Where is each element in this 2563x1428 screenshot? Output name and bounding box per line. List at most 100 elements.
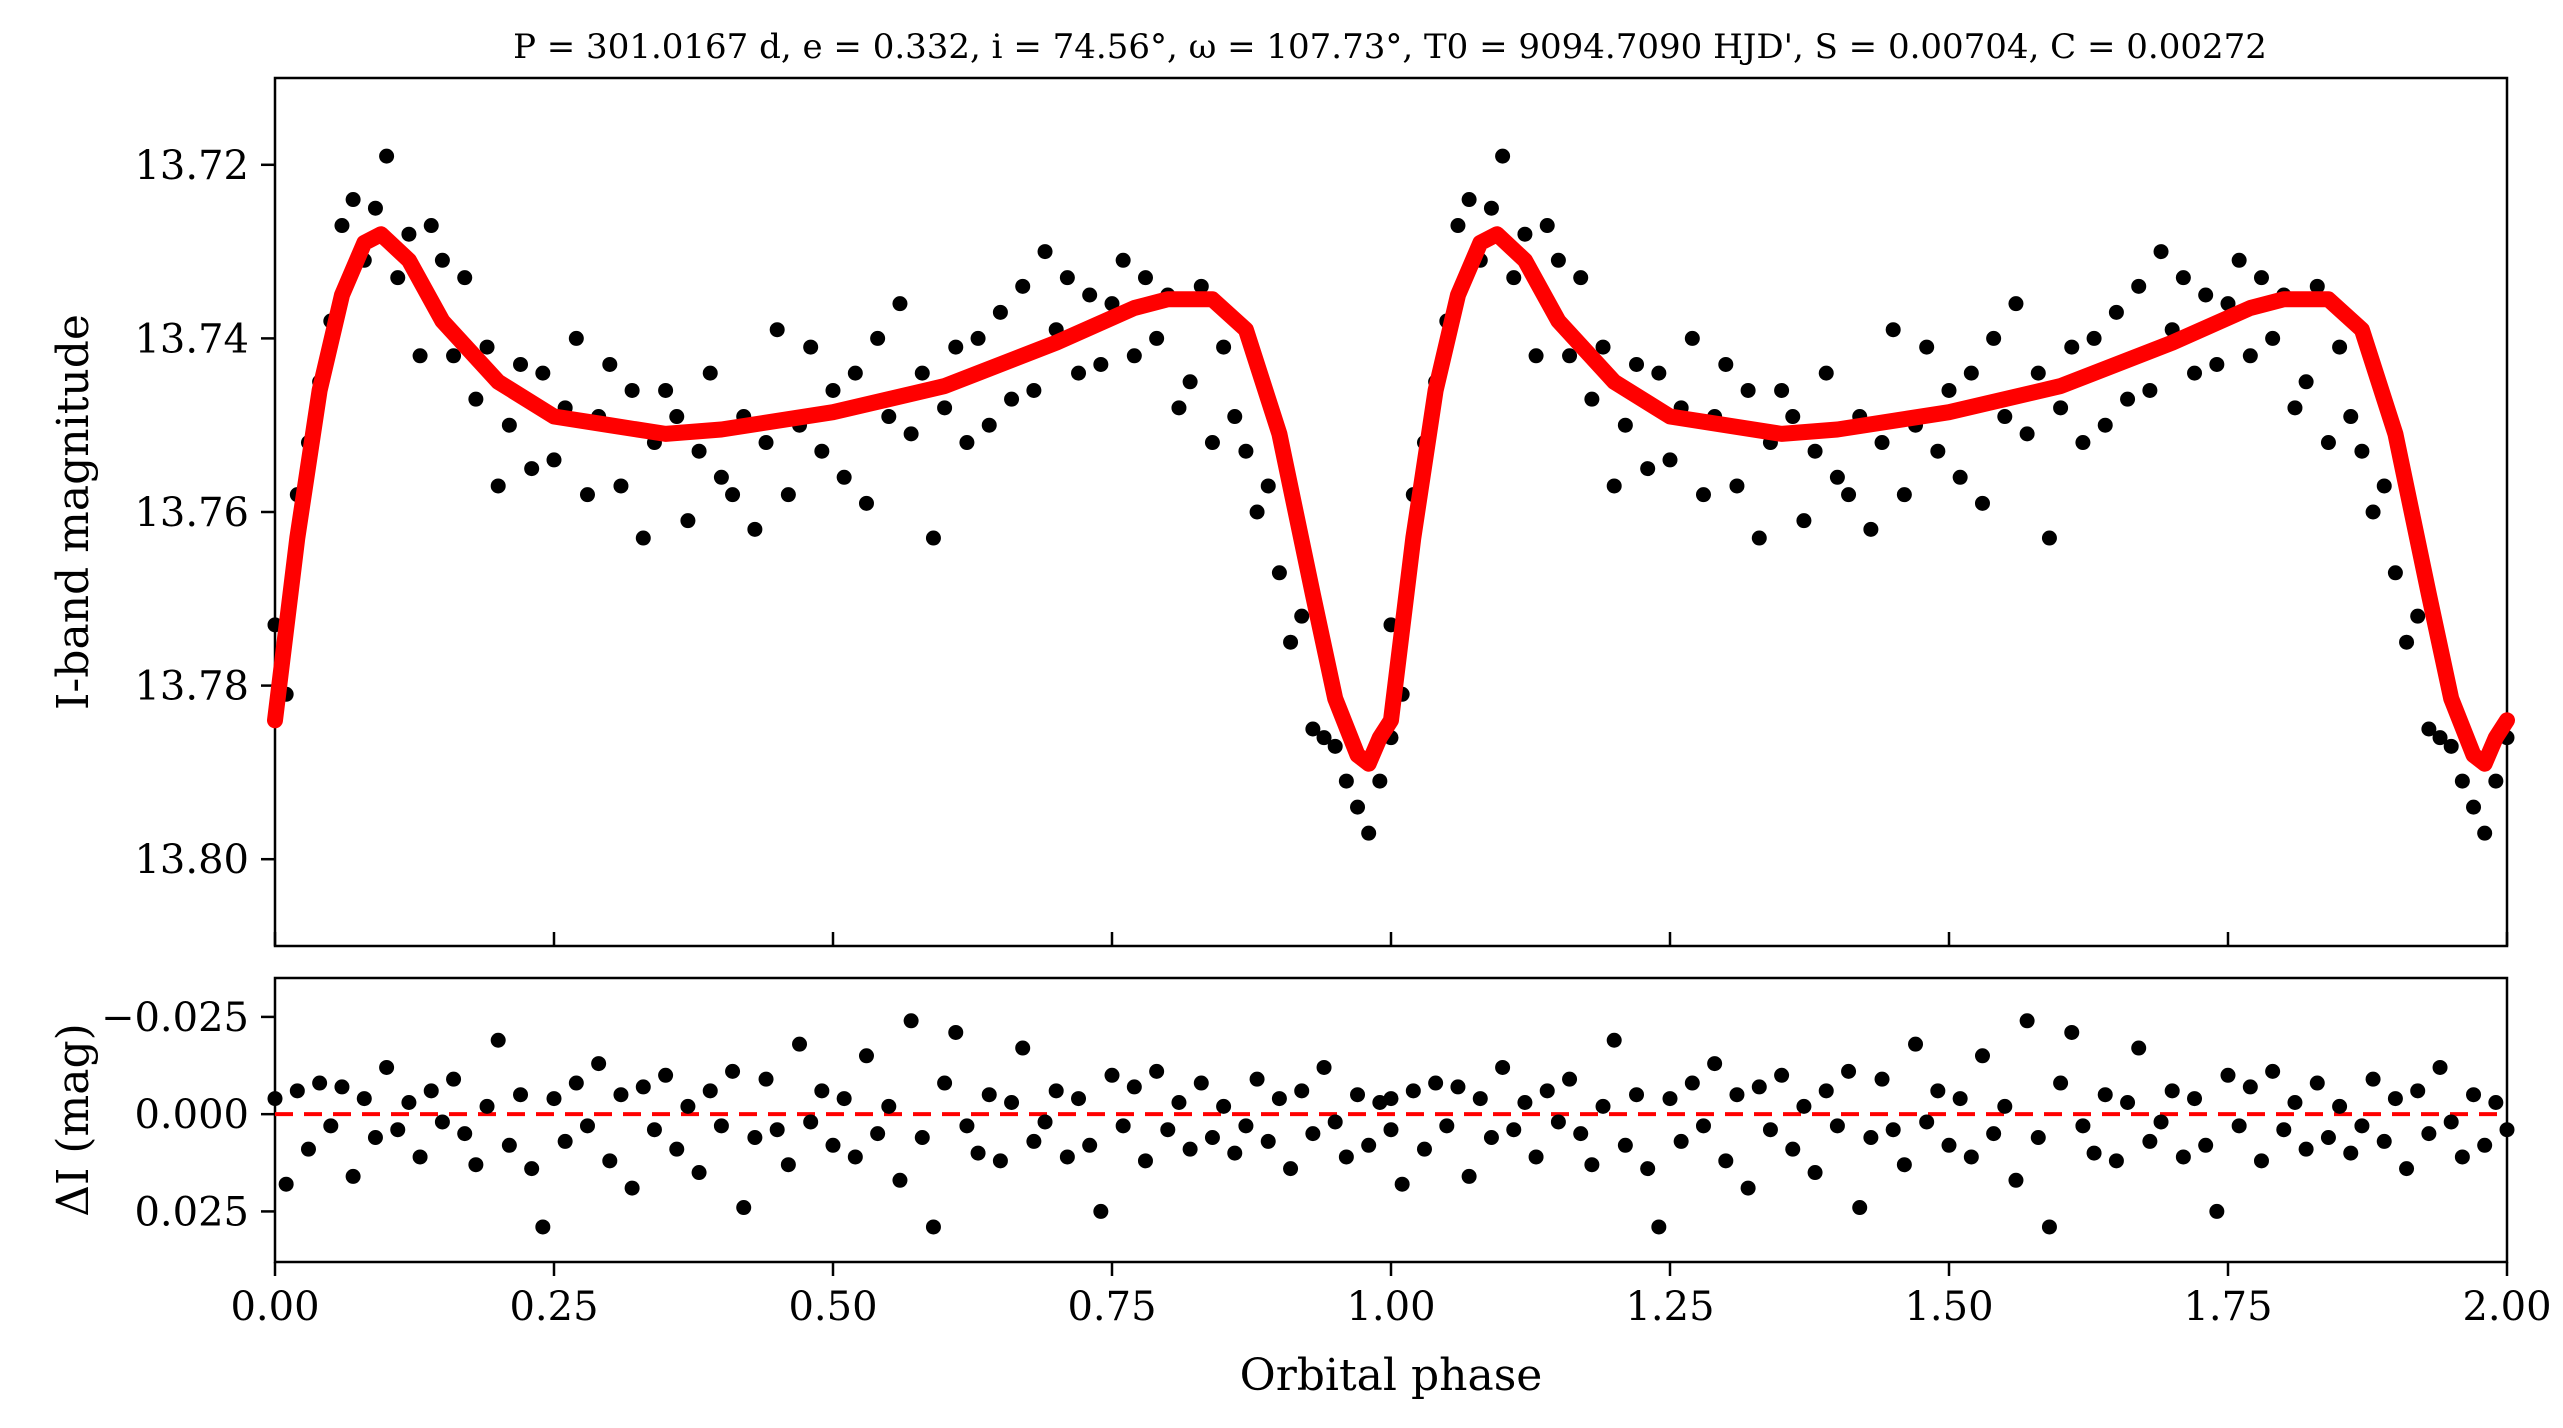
observation-point [1193, 278, 1209, 294]
observation-point [513, 356, 529, 372]
observation-point [457, 270, 473, 286]
residual-point [1115, 1118, 1131, 1134]
residual-point [490, 1032, 506, 1048]
residual-point [2399, 1161, 2415, 1177]
residual-point [1640, 1161, 1656, 1177]
observation-point [1227, 409, 1243, 425]
residual-point [1673, 1133, 1689, 1149]
observation-point [2421, 721, 2437, 737]
residual-point [1707, 1056, 1723, 1072]
residual-point [2086, 1145, 2102, 1161]
observation-point [713, 469, 729, 485]
residual-point [836, 1091, 852, 1107]
magnitude-y-tick-label: 13.78 [134, 664, 249, 710]
residual-point [1829, 1118, 1845, 1134]
residual-point [1037, 1114, 1053, 1130]
residual-point [2332, 1098, 2348, 1114]
observation-point [747, 521, 763, 537]
residual-point [457, 1126, 473, 1142]
observation-point [1249, 504, 1265, 520]
residual-point [1573, 1126, 1589, 1142]
observation-point [2376, 478, 2392, 494]
observation-point [1539, 218, 1555, 234]
observation-point [1684, 330, 1700, 346]
observation-point [2064, 339, 2080, 355]
observation-point [1874, 435, 1890, 451]
residual-point [2376, 1133, 2392, 1149]
observation-point [2242, 348, 2258, 364]
residual-point [1986, 1126, 2002, 1142]
observation-point [1283, 634, 1299, 650]
observation-point [1629, 356, 1645, 372]
residual-point [1271, 1091, 1287, 1107]
observation-point [1171, 400, 1187, 416]
residual-point [2108, 1153, 2124, 1169]
residual-point [1182, 1141, 1198, 1157]
residual-point [2142, 1133, 2158, 1149]
residual-point [1361, 1137, 1377, 1153]
observation-point [769, 322, 785, 338]
residual-point [1930, 1083, 1946, 1099]
residual-point [992, 1153, 1008, 1169]
observation-point [401, 226, 417, 242]
residual-point [1483, 1130, 1499, 1146]
residual-point [2097, 1087, 2113, 1103]
observation-point [1774, 382, 1790, 398]
observation-point [479, 339, 495, 355]
residual-y-tick-label: −0.025 [101, 995, 249, 1041]
residual-point [814, 1083, 830, 1099]
observation-point [1595, 339, 1611, 355]
observation-point [937, 400, 953, 416]
x-axis-label: Orbital phase [1240, 1350, 1543, 1401]
residual-point [635, 1079, 651, 1095]
observation-point [847, 365, 863, 381]
residual-point [2131, 1040, 2147, 1056]
magnitude-y-tick-label: 13.74 [134, 316, 249, 362]
residual-point [1974, 1048, 1990, 1064]
observation-point [1305, 721, 1321, 737]
observation-point [1606, 478, 1622, 494]
observation-point [1115, 252, 1131, 268]
residual-point [591, 1056, 607, 1072]
residual-x-tick-label: 1.25 [1625, 1284, 1714, 1330]
observation-point [1450, 218, 1466, 234]
residual-point [2008, 1172, 2024, 1188]
observation-point [2454, 773, 2470, 789]
observation-point [1026, 382, 1042, 398]
model-curve [267, 226, 2515, 772]
residual-point [602, 1153, 618, 1169]
residual-point [1629, 1087, 1645, 1103]
residual-x-tick-label: 0.50 [788, 1284, 877, 1330]
residual-point [1405, 1083, 1421, 1099]
residual-point [1584, 1157, 1600, 1173]
residual-point [300, 1141, 316, 1157]
observation-point [2265, 330, 2281, 346]
observation-point [2053, 400, 2069, 416]
observation-point [1841, 487, 1857, 503]
residual-point [524, 1161, 540, 1177]
residual-point [2387, 1091, 2403, 1107]
observation-point [501, 417, 517, 433]
residual-panel-x-ticks: 0.00 0.25 0.50 0.75 1.00 1.25 1.50 1.75 2.00 [230, 1262, 2552, 1330]
residual-point [2120, 1094, 2136, 1110]
magnitude-axis-label: I-band magnitude [48, 314, 99, 710]
observation-point [2488, 773, 2504, 789]
observation-point [1137, 270, 1153, 286]
residual-point [1204, 1130, 1220, 1146]
residual-point [267, 1091, 283, 1107]
observation-point [1963, 365, 1979, 381]
observation-point [680, 513, 696, 529]
residual-point [2242, 1079, 2258, 1095]
observation-point [1517, 226, 1533, 242]
residual-point [1461, 1168, 1477, 1184]
observation-point [1584, 391, 1600, 407]
residual-point [323, 1118, 339, 1134]
observation-point [624, 382, 640, 398]
observation-point [2187, 365, 2203, 381]
observation-point [468, 391, 484, 407]
observation-point [2354, 443, 2370, 459]
observation-point [858, 495, 874, 511]
residual-point [937, 1075, 953, 1091]
residual-point [1517, 1094, 1533, 1110]
residual-point [981, 1087, 997, 1103]
